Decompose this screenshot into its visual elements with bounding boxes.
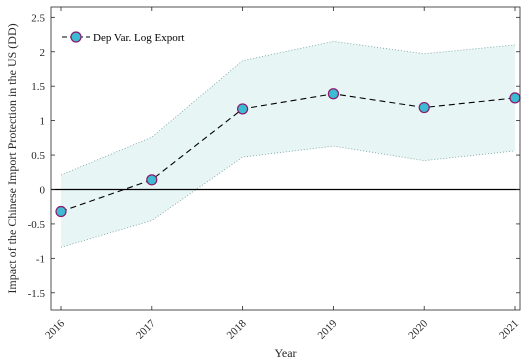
x-tick-label: 2019 [315,317,339,341]
data-point-2017 [146,174,158,186]
confidence-upper-bound [60,40,516,176]
confidence-lower-bound [60,145,516,248]
x-tick-label: 2020 [406,317,430,341]
x-tick-label: 2016 [43,317,67,341]
y-tick-label: 1.5 [31,81,45,93]
y-tick-label: 2.5 [31,12,45,24]
data-point-2020 [418,101,430,114]
legend-label: Dep Var. Log Export [93,32,184,44]
y-tick-label: 1 [40,116,46,128]
plot-area [51,40,521,248]
legend-marker [70,31,82,43]
confidence-band [61,41,515,248]
legend: Dep Var. Log Export [62,31,184,44]
y-tick-label: 0.5 [31,150,45,162]
data-points [55,88,521,218]
x-tick-label: 2021 [497,318,521,342]
y-tick-label: -1.5 [28,288,46,300]
axes-box [50,6,521,311]
x-axis-title: Year [274,346,296,360]
data-point-2016 [55,205,67,218]
x-tick-label: 2018 [225,317,249,341]
y-tick-label: -1 [36,253,45,265]
x-tick-label: 2017 [134,317,158,341]
y-axis-ticks: -1.5 -1 -0.5 0 0.5 1 1.5 2 2.5 [28,12,520,300]
series-line [60,93,516,213]
data-point-2018 [237,103,249,115]
y-tick-label: 2 [40,47,46,59]
y-axis-title: Impact of the Chinese Import Protection … [5,23,19,293]
y-tick-label: 0 [40,184,46,196]
y-tick-label: -0.5 [28,219,46,231]
data-point-2021 [509,92,521,104]
data-point-2019 [327,88,339,100]
